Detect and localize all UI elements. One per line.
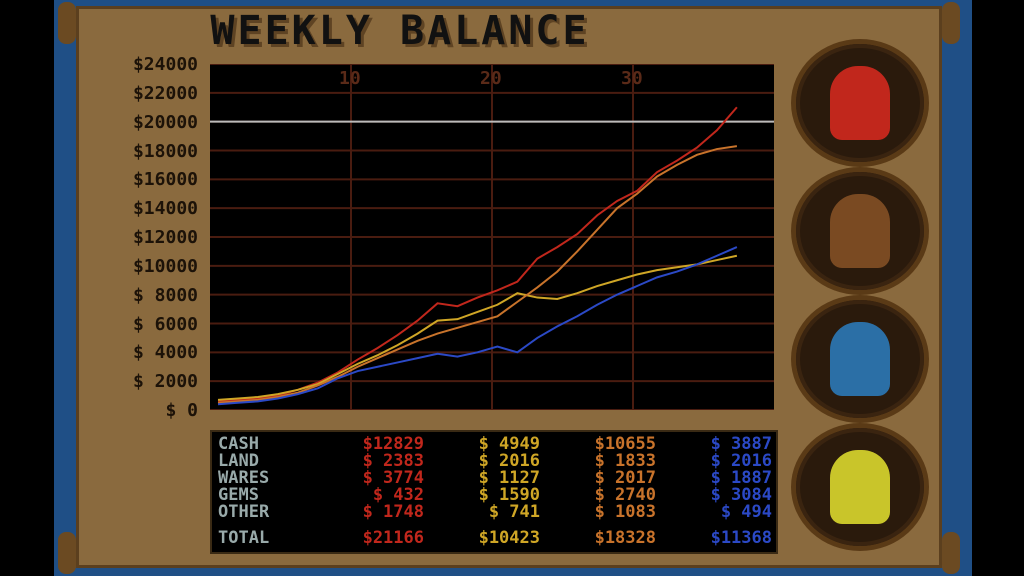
stats-cell: $ 1083 <box>594 502 656 522</box>
stats-row-label: OTHER <box>218 502 270 522</box>
stats-cell: $ 3887 <box>710 434 772 454</box>
stats-cell: $ 1127 <box>478 468 540 488</box>
stats-total-label: TOTAL <box>218 528 270 548</box>
y-tick-label: $ 0 <box>165 400 198 421</box>
stats-cell: $ 2017 <box>594 468 656 488</box>
stats-cell: $ 3774 <box>362 468 424 488</box>
y-tick-label: $18000 <box>132 140 198 162</box>
scroll-roll-bottom-left <box>58 532 76 574</box>
alien-creature-portrait[interactable] <box>796 300 924 418</box>
stats-row-label: LAND <box>218 451 259 471</box>
creature-figure <box>830 194 890 268</box>
y-tick-label: $24000 <box>132 54 198 75</box>
stats-row-label: GEMS <box>218 485 259 505</box>
stats-table: CASH $12829 $ 4949 $10655 $ 3887 LAND $ 2383 $ … <box>210 430 778 554</box>
y-tick-label: $ 4000 <box>132 342 198 364</box>
balance-chart: 10 20 30 <box>210 64 774 410</box>
stats-cell: $ 2383 <box>362 451 424 471</box>
y-tick-label: $22000 <box>132 82 198 104</box>
stats-cell: $ 1590 <box>478 485 540 505</box>
stats-total-cell: $11368 <box>710 528 772 548</box>
stats-cell: $ 494 <box>720 502 772 522</box>
stats-row-label: WARES <box>218 468 270 488</box>
stats-cell: $ 1887 <box>710 468 772 488</box>
series-line-2 <box>217 254 738 401</box>
series-line-3 <box>217 145 738 404</box>
y-tick-label: $ 2000 <box>132 371 198 393</box>
stats-cell: $ 1748 <box>362 502 424 522</box>
stats-cell: $10655 <box>594 434 656 454</box>
stats-cell: $ 432 <box>372 485 424 505</box>
creature-figure <box>830 66 890 140</box>
stats-total-cell: $18328 <box>594 528 656 548</box>
page-title: WEEKLY BALANCE <box>210 8 590 54</box>
stats-row-label: CASH <box>218 434 259 454</box>
y-tick-label: $14000 <box>132 198 198 220</box>
y-tick-label: $16000 <box>132 169 198 191</box>
scroll-roll-top-right <box>942 2 960 44</box>
series-line-4 <box>217 246 738 406</box>
scroll-roll-top-left <box>58 2 76 44</box>
stats-cell: $12829 <box>362 434 424 454</box>
x-tick-label: 30 <box>621 68 643 89</box>
stats-cell: $ 1833 <box>594 451 656 471</box>
yellow-creature-portrait[interactable] <box>796 428 924 546</box>
y-tick-label: $20000 <box>132 111 198 133</box>
creature-figure <box>830 322 890 396</box>
x-tick-label: 10 <box>339 68 361 89</box>
y-tick-label: $ 8000 <box>132 284 198 306</box>
stats-cell: $ 2016 <box>478 451 540 471</box>
stats-cell: $ 741 <box>488 502 540 522</box>
y-tick-label: $ 6000 <box>132 313 198 335</box>
stats-cell: $ 2740 <box>594 485 656 505</box>
stats-cell: $ 2016 <box>710 451 772 471</box>
x-tick-label: 20 <box>480 68 502 89</box>
stats-cell: $ 4949 <box>478 434 540 454</box>
y-tick-label: $12000 <box>132 227 198 248</box>
y-tick-label: $10000 <box>132 255 198 277</box>
creature-figure <box>830 450 890 524</box>
red-creature-portrait[interactable] <box>796 44 924 162</box>
stats-total-cell: $10423 <box>478 528 540 548</box>
scroll-roll-bottom-right <box>942 532 960 574</box>
fuzzy-creature-portrait[interactable] <box>796 172 924 290</box>
stats-total-cell: $21166 <box>362 528 424 548</box>
stats-cell: $ 3084 <box>710 485 772 505</box>
